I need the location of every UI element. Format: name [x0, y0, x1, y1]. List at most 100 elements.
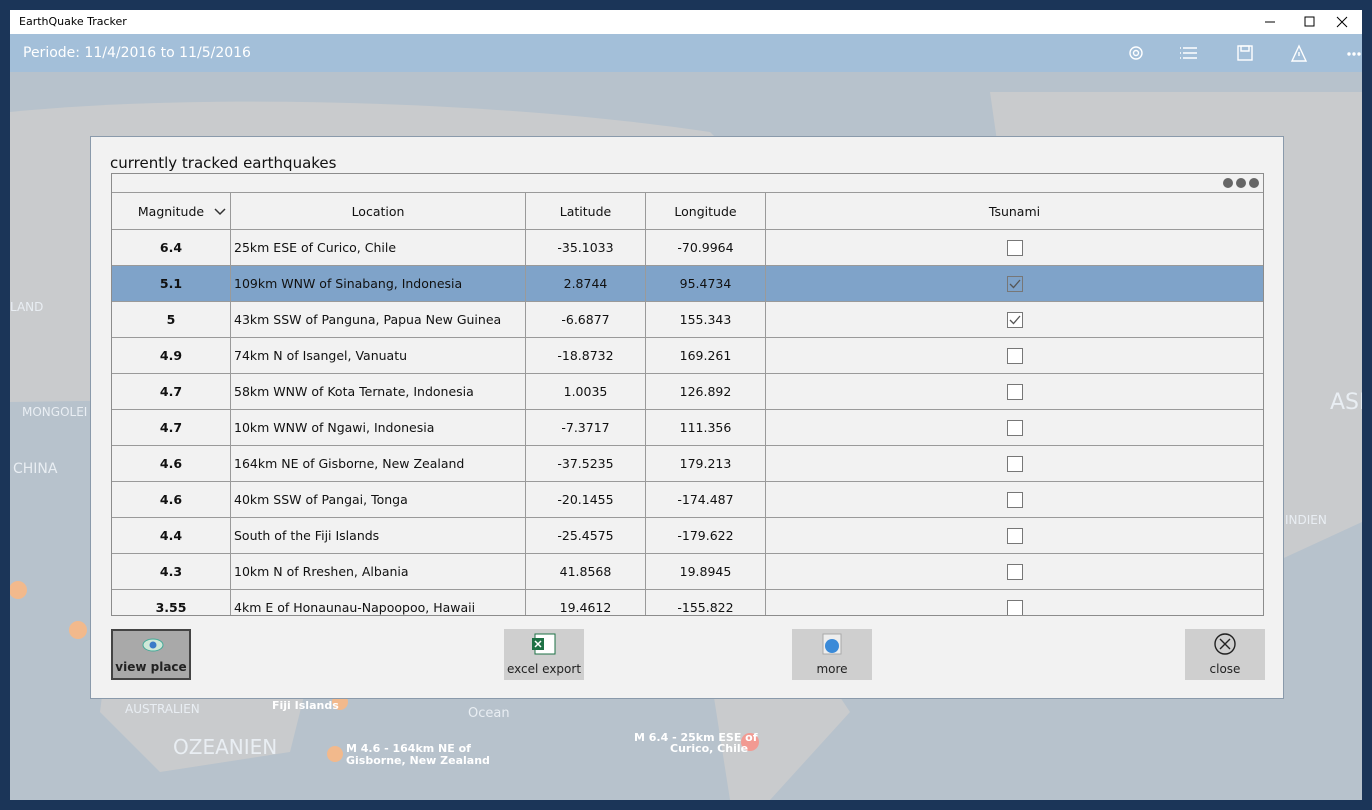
checkbox[interactable]	[1007, 491, 1023, 508]
tsunami-checkbox[interactable]	[766, 590, 1263, 616]
map-label: LAND	[10, 300, 44, 314]
tsunami-checkbox[interactable]	[766, 554, 1263, 590]
app-bar: Periode: 11/4/2016 to 11/5/2016	[10, 34, 1362, 72]
table-cell: -25.4575	[526, 518, 646, 554]
table-cell: 41.8568	[526, 554, 646, 590]
grid-toolbar	[112, 174, 1263, 193]
table-row[interactable]: 4.4 South of the Fiji Islands -25.4575 -179…	[112, 518, 1263, 554]
app-window: LAND MONGOLEI CHINA ASI INDIEN AUSTRALIEN OZEA…	[10, 10, 1362, 800]
table-row[interactable]: 4.7 10km WNW of Ngawi, Indonesia -7.3717 11…	[112, 410, 1263, 446]
magnitude: 6.4	[112, 230, 231, 266]
table-row[interactable]: 3.55 4km E of Honaunau-Napoopoo, Hawaii 19…	[112, 590, 1263, 616]
map-label: AUSTRALIEN	[125, 702, 200, 716]
table-cell: 169.261	[646, 338, 766, 374]
magnitude: 4.7	[112, 410, 231, 446]
checkbox[interactable]	[1007, 419, 1023, 436]
button[interactable]: excel export	[504, 629, 584, 680]
checkbox[interactable]	[1007, 527, 1023, 544]
magnitude: 3.55	[112, 590, 231, 615]
period-label: Periode: 11/4/2016 to 11/5/2016	[23, 45, 251, 61]
column-header[interactable]: Tsunami	[766, 193, 1263, 230]
map-label: CHINA	[13, 461, 58, 477]
button[interactable]: close	[1185, 629, 1265, 680]
table-row[interactable]: 5.1 109km WNW of Sinabang, Indonesia 2.874…	[112, 266, 1263, 302]
table-row[interactable]: 4.6 164km NE of Gisborne, New Zealand -37.…	[112, 446, 1263, 482]
button-label: view place	[115, 660, 187, 674]
table-cell: 164km NE of Gisborne, New Zealand	[231, 446, 526, 482]
window-controls[interactable]	[1250, 10, 1362, 34]
checkbox[interactable]	[1007, 563, 1023, 580]
tsunami-checkbox[interactable]	[766, 410, 1263, 446]
table-cell: 74km N of Isangel, Vanuatu	[231, 338, 526, 374]
checkbox[interactable]	[1007, 311, 1023, 328]
button-label: more	[816, 662, 848, 676]
button-icon	[1214, 633, 1236, 655]
checkbox[interactable]	[1007, 383, 1023, 400]
table-row[interactable]: 4.7 58km WNW of Kota Ternate, Indonesia 1.…	[112, 374, 1263, 410]
table-cell: 155.343	[646, 302, 766, 338]
button[interactable]: more	[792, 629, 872, 680]
table-cell: 40km SSW of Pangai, Tonga	[231, 482, 526, 518]
map-label: M 4.6 - 164km NE of	[346, 742, 471, 755]
table-cell: 43km SSW of Panguna, Papua New Guinea	[231, 302, 526, 338]
table-cell: 1.0035	[526, 374, 646, 410]
table-cell: -179.622	[646, 518, 766, 554]
button[interactable]: view place	[111, 629, 191, 680]
magnitude: 4.6	[112, 482, 231, 518]
table-cell: 58km WNW of Kota Ternate, Indonesia	[231, 374, 526, 410]
table-row[interactable]: 6.4 25km ESE of Curico, Chile -35.1033 -70.…	[112, 230, 1263, 266]
magnitude: 5	[112, 302, 231, 338]
button-icon	[532, 633, 556, 655]
table-cell: 19.8945	[646, 554, 766, 590]
checkbox[interactable]	[1007, 347, 1023, 364]
magnitude: 5.1	[112, 266, 231, 302]
button-icon	[822, 633, 842, 655]
app-bar-icons[interactable]	[1120, 34, 1362, 72]
button-icon	[142, 638, 164, 652]
table-cell: 126.892	[646, 374, 766, 410]
column-header[interactable]: Longitude	[646, 193, 766, 230]
tsunami-checkbox[interactable]	[766, 266, 1263, 302]
tsunami-checkbox[interactable]	[766, 338, 1263, 374]
column-header[interactable]: Latitude	[526, 193, 646, 230]
map-label: Fiji Islands	[272, 699, 339, 712]
table-row[interactable]: 5 43km SSW of Panguna, Papua New Guinea -6…	[112, 302, 1263, 338]
table-cell: 4km E of Honaunau-Napoopoo, Hawaii	[231, 590, 526, 615]
table-cell: 2.8744	[526, 266, 646, 302]
table-cell: -6.6877	[526, 302, 646, 338]
checkbox[interactable]	[1007, 599, 1023, 616]
table-cell: 95.4734	[646, 266, 766, 302]
map-label: MONGOLEI	[22, 405, 88, 419]
table-cell: South of the Fiji Islands	[231, 518, 526, 554]
column-header[interactable]: Magnitude	[112, 193, 231, 230]
map-label: OZEANIEN	[173, 735, 278, 759]
tsunami-checkbox[interactable]	[766, 374, 1263, 410]
checkbox[interactable]	[1007, 239, 1023, 256]
map-label: M 6.4 - 25km ESE of	[634, 731, 758, 744]
data-grid: Magnitude Location Latitude Longitude Tsunam…	[111, 173, 1264, 616]
checkbox[interactable]	[1007, 275, 1023, 292]
magnitude: 4.7	[112, 374, 231, 410]
table-row[interactable]: 4.6 40km SSW of Pangai, Tonga -20.1455 -174…	[112, 482, 1263, 518]
tsunami-checkbox[interactable]	[766, 482, 1263, 518]
table-cell: 179.213	[646, 446, 766, 482]
magnitude: 4.4	[112, 518, 231, 554]
tsunami-checkbox[interactable]	[766, 230, 1263, 266]
map-label: Gisborne, New Zealand	[346, 754, 490, 767]
column-header[interactable]: Location	[231, 193, 526, 230]
tsunami-checkbox[interactable]	[766, 518, 1263, 554]
table-cell: -7.3717	[526, 410, 646, 446]
window-title: EarthQuake Tracker	[19, 15, 127, 28]
table-row[interactable]: 4.9 74km N of Isangel, Vanuatu -18.8732 169…	[112, 338, 1263, 374]
table-cell: -20.1455	[526, 482, 646, 518]
table-cell: 19.4612	[526, 590, 646, 615]
grid-menu[interactable]	[1221, 176, 1263, 190]
tsunami-checkbox[interactable]	[766, 302, 1263, 338]
magnitude: 4.6	[112, 446, 231, 482]
map-label: Ocean	[468, 706, 510, 721]
tsunami-checkbox[interactable]	[766, 446, 1263, 482]
table-row[interactable]: 4.3 10km N of Rreshen, Albania 41.8568 19.8…	[112, 554, 1263, 590]
checkbox[interactable]	[1007, 455, 1023, 472]
table-cell: 10km WNW of Ngawi, Indonesia	[231, 410, 526, 446]
